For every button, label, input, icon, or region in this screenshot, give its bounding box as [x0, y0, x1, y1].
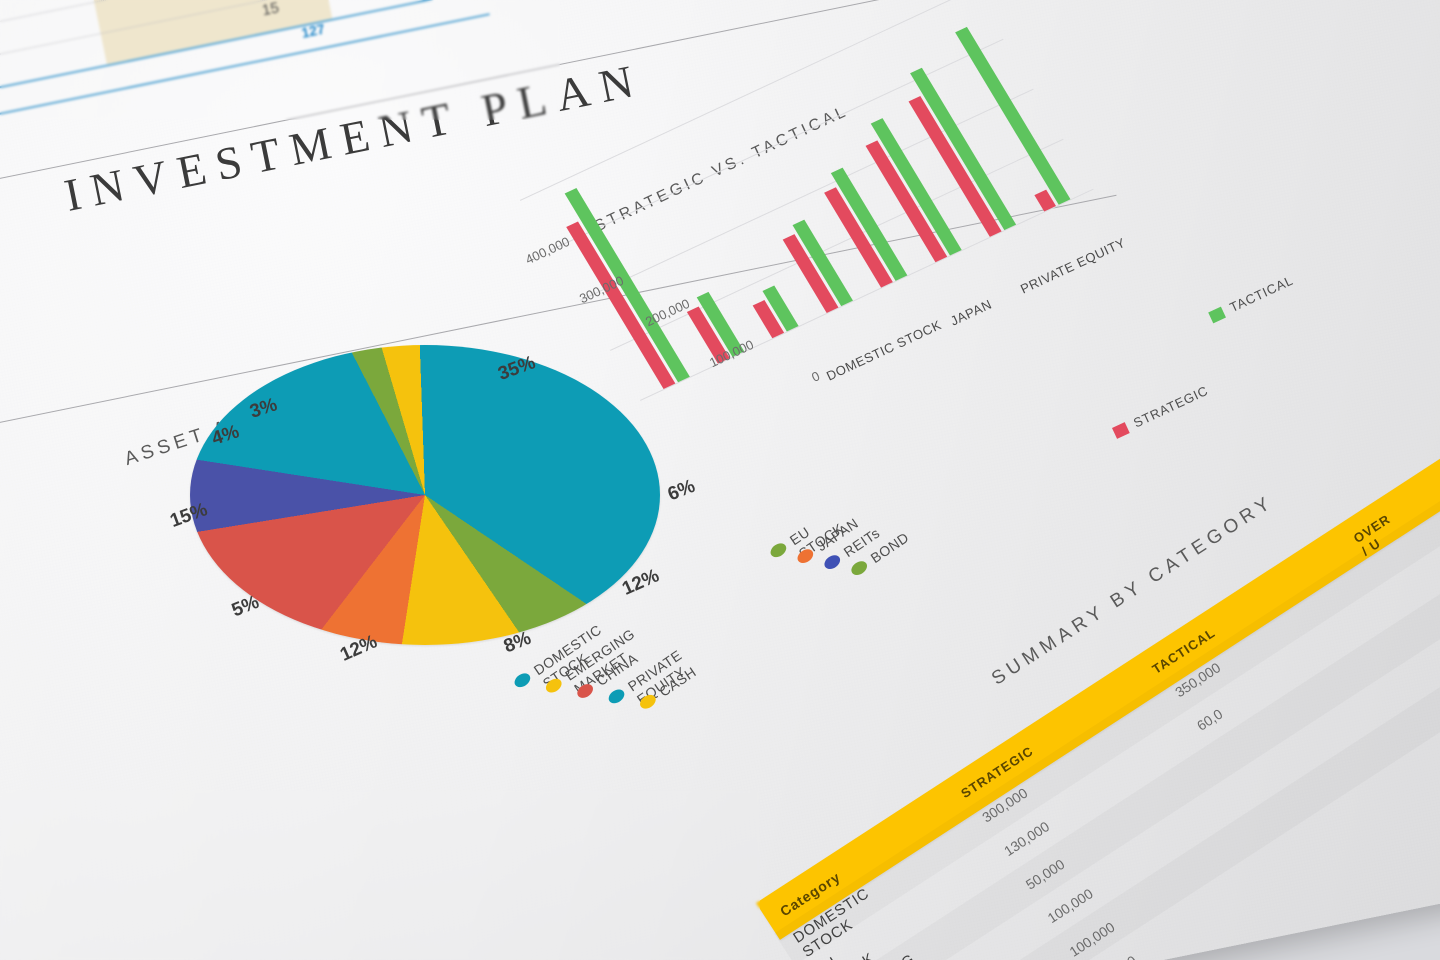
asset-allocation-pie: [190, 345, 660, 645]
mini-table-total: 127: [299, 20, 327, 41]
asset-allocation-pie-wrap: [190, 345, 660, 645]
bar-tactical-6: [870, 118, 962, 256]
mini-table-value-3: 15: [260, 0, 281, 20]
